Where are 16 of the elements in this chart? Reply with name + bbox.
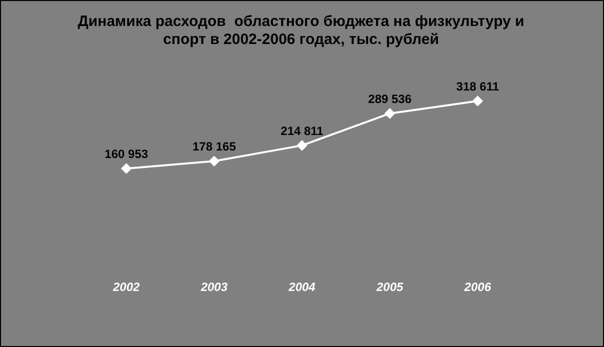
data-label: 318 611 xyxy=(456,79,500,94)
data-label: 178 165 xyxy=(192,139,236,154)
x-tick-label: 2002 xyxy=(112,280,140,294)
point xyxy=(297,140,307,150)
point xyxy=(384,108,395,118)
point xyxy=(209,156,220,166)
x-tick-label: 2003 xyxy=(200,280,228,294)
point xyxy=(472,96,483,106)
data-label: 289 536 xyxy=(368,92,412,106)
x-tick-label: 2005 xyxy=(375,280,404,294)
x-tick-label: 2006 xyxy=(463,280,492,294)
data-label: 214 811 xyxy=(280,124,324,138)
chart-title: Динамика расходов областного бюджета на физкультуру и спорт в 2002-2006 годах, тыс. рублей xyxy=(78,13,524,48)
x-tick-label: 2004 xyxy=(288,280,316,294)
point xyxy=(121,164,132,174)
data-label: 160 953 xyxy=(104,146,148,161)
